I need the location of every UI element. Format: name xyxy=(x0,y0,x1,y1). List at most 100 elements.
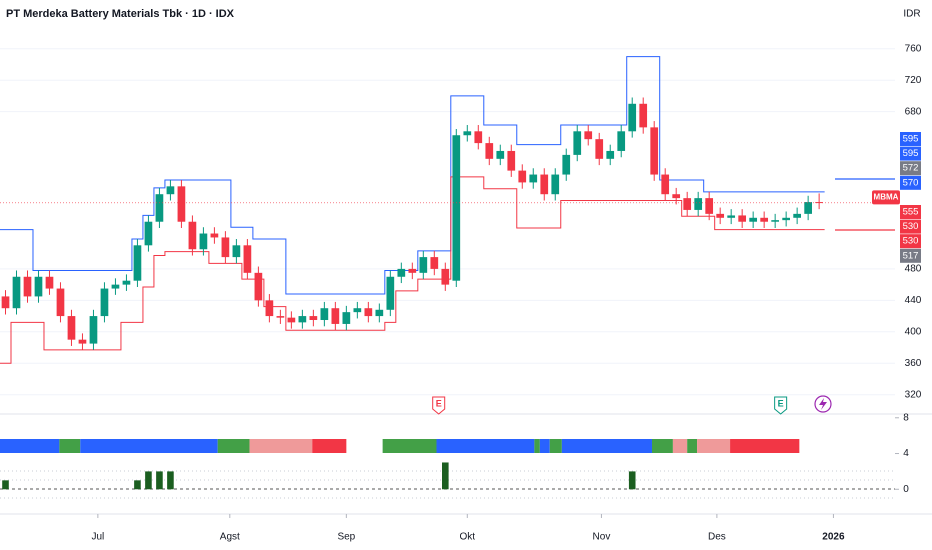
candle-body xyxy=(298,316,307,323)
candle-body xyxy=(672,194,681,199)
candle-body xyxy=(188,221,197,250)
candle-body xyxy=(606,150,615,159)
candle-body xyxy=(386,276,395,310)
price-badge xyxy=(900,175,921,190)
candle-body xyxy=(199,233,208,250)
candle-body xyxy=(540,174,549,195)
price-badge-label: 595 xyxy=(903,134,919,145)
candle-body xyxy=(144,221,153,246)
candle-body xyxy=(694,198,703,210)
price-badge xyxy=(900,234,921,249)
signal-bar xyxy=(2,480,9,490)
lightning-icon xyxy=(819,398,827,410)
candle-body xyxy=(89,316,98,344)
signal-bar xyxy=(156,471,163,490)
candle-body xyxy=(276,316,285,318)
y-tick-label: 320 xyxy=(905,389,922,400)
x-tick-label: 2026 xyxy=(822,532,845,543)
price-badge xyxy=(900,219,921,234)
y-tick-label: 440 xyxy=(905,295,922,306)
candle-body xyxy=(430,257,439,269)
trend-strip xyxy=(652,439,673,453)
trend-strip xyxy=(382,439,437,453)
candle-body xyxy=(342,312,351,324)
candle-body xyxy=(155,194,164,222)
candle-body xyxy=(551,174,560,195)
channel-line xyxy=(0,176,825,364)
y-tick-label: 760 xyxy=(905,43,922,54)
candle-body xyxy=(56,288,65,317)
trend-strip xyxy=(249,439,313,453)
candle-body xyxy=(265,300,274,317)
candle-body xyxy=(771,220,780,222)
candle-body xyxy=(364,308,373,317)
signal-bar xyxy=(145,471,152,490)
event-marker xyxy=(774,396,788,415)
x-tick-label: Okt xyxy=(460,532,476,543)
candle-body xyxy=(661,174,670,195)
candle-body xyxy=(331,308,340,324)
trend-strip xyxy=(549,439,562,453)
chart-title[interactable]: PT Merdeka Battery Materials Tbk · 1D · … xyxy=(6,8,235,20)
candle-body xyxy=(496,150,505,159)
candle-body xyxy=(518,170,527,183)
candle-body xyxy=(1,296,10,309)
candle-body xyxy=(111,284,120,289)
x-tick-label: Sep xyxy=(337,532,355,543)
candle-body xyxy=(309,316,318,321)
candle-body xyxy=(485,143,494,159)
y-tick-label: 720 xyxy=(905,75,922,86)
price-badge-label: 530 xyxy=(903,236,919,247)
candle-body xyxy=(67,316,76,340)
price-badge-label: 595 xyxy=(903,148,919,159)
y-tick-label: 4 xyxy=(903,448,909,459)
signal-bar xyxy=(167,471,174,490)
candle-body xyxy=(34,276,43,297)
trend-strip xyxy=(312,439,347,453)
trend-strip xyxy=(697,439,731,453)
candle-body xyxy=(760,217,769,222)
y-tick-label: 480 xyxy=(905,264,922,275)
x-tick-label: Jul xyxy=(91,532,104,543)
candle-body xyxy=(782,217,790,221)
x-tick-label: Nov xyxy=(593,532,611,543)
candle-body xyxy=(650,127,659,175)
candle-body xyxy=(617,131,626,151)
price-badge-label: 570 xyxy=(903,177,919,188)
trend-strip xyxy=(730,439,800,453)
price-badge-label: 572 xyxy=(903,163,919,174)
price-badge-label: 517 xyxy=(903,250,919,261)
candle-body xyxy=(628,103,637,132)
candle-body xyxy=(705,198,714,214)
price-badge xyxy=(900,248,921,263)
trend-strip xyxy=(539,439,550,453)
candle-body xyxy=(507,150,516,171)
y-tick-label: 360 xyxy=(905,358,922,369)
event-marker xyxy=(432,396,446,415)
trend-strip xyxy=(436,439,535,453)
x-tick-label: Agst xyxy=(220,532,240,543)
candle-body xyxy=(716,213,725,218)
candle-body xyxy=(749,217,758,222)
price-badge xyxy=(900,132,921,146)
candle-body xyxy=(133,245,142,281)
signal-bar xyxy=(442,462,449,490)
candle-body xyxy=(639,103,648,128)
candle-body xyxy=(45,276,54,289)
candle-body xyxy=(177,186,186,222)
price-badge xyxy=(900,161,921,176)
trend-strip xyxy=(59,439,81,453)
candle-body xyxy=(727,215,736,218)
candle-body xyxy=(408,268,417,273)
candle-body xyxy=(287,317,296,323)
candle-body xyxy=(353,308,362,313)
currency[interactable]: IDR xyxy=(903,9,920,20)
candle-body xyxy=(12,276,21,309)
candle-body xyxy=(441,268,450,285)
trend-strip xyxy=(534,439,540,453)
trend-strip xyxy=(0,439,60,453)
candle-body xyxy=(474,131,483,144)
candle-body xyxy=(100,288,109,317)
